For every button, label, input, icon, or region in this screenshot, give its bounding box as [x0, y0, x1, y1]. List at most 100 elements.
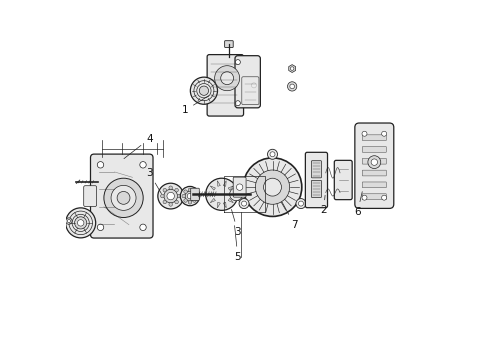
Circle shape	[66, 208, 96, 238]
Circle shape	[242, 201, 246, 206]
FancyBboxPatch shape	[207, 55, 244, 116]
Circle shape	[77, 220, 84, 226]
FancyBboxPatch shape	[84, 186, 97, 206]
FancyBboxPatch shape	[362, 194, 386, 199]
Circle shape	[362, 131, 367, 136]
Circle shape	[251, 83, 256, 88]
FancyBboxPatch shape	[312, 180, 321, 198]
FancyBboxPatch shape	[242, 77, 259, 105]
Circle shape	[177, 194, 181, 198]
Circle shape	[140, 224, 146, 230]
Circle shape	[298, 201, 303, 206]
FancyBboxPatch shape	[355, 123, 394, 208]
FancyBboxPatch shape	[191, 188, 199, 201]
Polygon shape	[210, 186, 216, 190]
FancyBboxPatch shape	[362, 158, 386, 164]
FancyBboxPatch shape	[305, 152, 327, 208]
Circle shape	[291, 67, 294, 70]
Circle shape	[180, 186, 199, 206]
Circle shape	[98, 162, 104, 168]
FancyBboxPatch shape	[224, 41, 233, 48]
Circle shape	[193, 199, 196, 202]
Polygon shape	[218, 181, 220, 186]
Circle shape	[164, 189, 177, 203]
Circle shape	[371, 159, 377, 165]
FancyBboxPatch shape	[362, 135, 386, 140]
Circle shape	[230, 188, 243, 201]
Polygon shape	[223, 202, 226, 208]
Circle shape	[140, 162, 146, 168]
FancyBboxPatch shape	[235, 56, 260, 108]
Circle shape	[362, 195, 367, 200]
Circle shape	[185, 191, 195, 201]
Circle shape	[368, 156, 381, 168]
Circle shape	[235, 186, 251, 202]
Circle shape	[175, 188, 178, 192]
Circle shape	[117, 192, 130, 204]
Circle shape	[184, 190, 187, 193]
Circle shape	[288, 82, 297, 91]
Circle shape	[235, 60, 241, 64]
Circle shape	[220, 72, 234, 85]
Circle shape	[158, 183, 184, 209]
Circle shape	[161, 194, 164, 198]
Circle shape	[264, 178, 281, 196]
Text: 1: 1	[182, 96, 209, 115]
Circle shape	[270, 152, 275, 157]
Circle shape	[167, 192, 174, 200]
Circle shape	[245, 191, 252, 198]
Polygon shape	[231, 193, 236, 195]
Circle shape	[193, 190, 196, 193]
Circle shape	[239, 190, 247, 199]
Circle shape	[235, 101, 241, 106]
Text: 7: 7	[282, 202, 297, 230]
FancyBboxPatch shape	[362, 147, 386, 152]
Circle shape	[215, 66, 240, 91]
Circle shape	[67, 220, 71, 223]
Circle shape	[237, 184, 243, 190]
Circle shape	[66, 218, 72, 224]
Polygon shape	[218, 202, 220, 208]
Circle shape	[175, 200, 178, 204]
Circle shape	[255, 170, 290, 204]
Circle shape	[243, 158, 302, 216]
Circle shape	[98, 224, 104, 230]
Circle shape	[182, 194, 186, 198]
Text: 3: 3	[146, 168, 161, 194]
Circle shape	[169, 203, 172, 206]
Polygon shape	[228, 186, 233, 190]
Circle shape	[187, 193, 193, 199]
Circle shape	[382, 195, 387, 200]
Circle shape	[188, 201, 192, 204]
Circle shape	[296, 199, 306, 208]
Circle shape	[169, 186, 172, 189]
Circle shape	[184, 199, 187, 202]
Circle shape	[111, 185, 136, 210]
Circle shape	[163, 200, 167, 204]
FancyBboxPatch shape	[334, 160, 352, 200]
Circle shape	[268, 149, 277, 159]
Circle shape	[206, 178, 238, 210]
FancyBboxPatch shape	[91, 154, 153, 238]
Text: 3: 3	[231, 210, 241, 237]
Text: 4: 4	[124, 134, 152, 159]
Circle shape	[239, 199, 249, 208]
FancyBboxPatch shape	[362, 170, 386, 176]
FancyBboxPatch shape	[362, 182, 386, 188]
Circle shape	[290, 84, 294, 89]
Text: 2: 2	[320, 195, 327, 215]
Text: 5: 5	[235, 226, 241, 262]
Circle shape	[382, 131, 387, 136]
Circle shape	[104, 178, 143, 217]
Polygon shape	[207, 193, 213, 195]
Circle shape	[188, 188, 192, 192]
Text: 6: 6	[354, 192, 362, 217]
Circle shape	[163, 188, 167, 192]
Circle shape	[74, 217, 87, 229]
Polygon shape	[223, 181, 226, 186]
Polygon shape	[210, 198, 216, 203]
FancyBboxPatch shape	[312, 161, 321, 178]
FancyBboxPatch shape	[233, 177, 246, 197]
Circle shape	[199, 86, 209, 95]
Circle shape	[190, 77, 218, 104]
